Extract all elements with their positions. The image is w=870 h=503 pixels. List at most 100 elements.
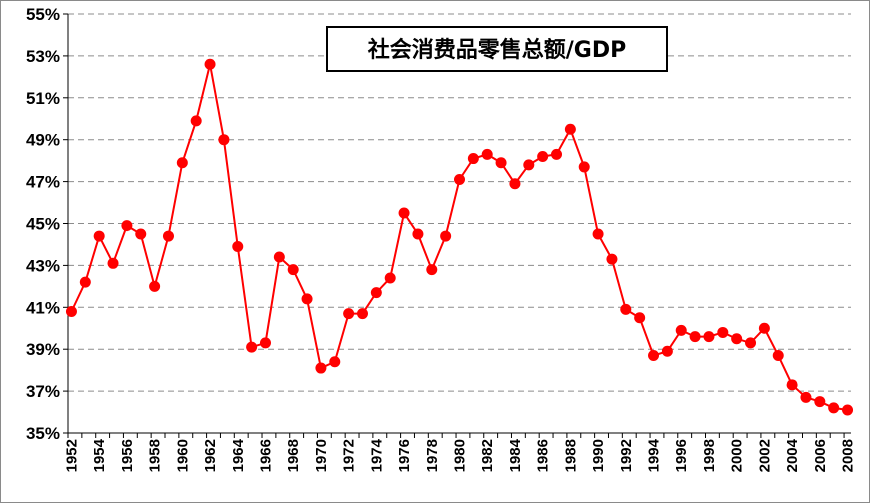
data-point <box>204 58 216 70</box>
data-point <box>758 322 770 334</box>
y-tick-label: 49% <box>26 131 60 150</box>
x-tick-label: 1982 <box>479 439 496 472</box>
y-tick-label: 47% <box>26 173 60 192</box>
x-tick-label: 2000 <box>729 439 746 472</box>
data-point <box>772 349 784 361</box>
data-point <box>661 345 673 357</box>
x-tick-label: 1990 <box>590 439 607 472</box>
data-point <box>495 157 507 169</box>
data-point <box>370 287 382 299</box>
y-tick-label: 37% <box>26 382 60 401</box>
x-tick-label: 2008 <box>840 439 857 472</box>
x-tick-label: 2004 <box>784 438 801 472</box>
y-tick-label: 41% <box>26 298 60 317</box>
data-point <box>592 228 604 240</box>
data-point <box>814 396 826 408</box>
x-tick-label: 1988 <box>562 439 579 472</box>
data-point <box>606 253 618 265</box>
x-tick-label: 1970 <box>313 439 330 472</box>
x-tick-label: 1956 <box>119 439 136 472</box>
y-tick-label: 51% <box>26 89 60 108</box>
data-point <box>509 178 521 190</box>
x-tick-label: 1994 <box>646 438 663 472</box>
data-point <box>93 230 105 242</box>
data-point <box>842 404 854 416</box>
data-point <box>218 134 230 146</box>
y-tick-label: 53% <box>26 47 60 66</box>
data-point <box>523 159 535 171</box>
x-tick-label: 1966 <box>257 439 274 472</box>
data-point <box>65 305 77 317</box>
data-point <box>481 148 493 160</box>
x-tick-label: 1952 <box>63 439 80 472</box>
data-point <box>578 161 590 173</box>
data-point <box>107 257 119 269</box>
data-point <box>648 349 660 361</box>
data-point <box>356 308 368 320</box>
y-tick-label: 39% <box>26 340 60 359</box>
data-point <box>398 207 410 219</box>
x-tick-label: 1974 <box>368 438 385 472</box>
data-point <box>634 312 646 324</box>
y-tick-label: 43% <box>26 256 60 275</box>
data-point <box>176 157 188 169</box>
x-tick-label: 1954 <box>91 438 108 472</box>
x-tick-label: 1996 <box>673 439 690 472</box>
data-point <box>703 331 715 343</box>
y-tick-label: 45% <box>26 215 60 234</box>
data-point <box>828 402 840 414</box>
data-point <box>745 337 757 349</box>
data-point <box>467 153 479 165</box>
x-tick-label: 1968 <box>285 439 302 472</box>
x-tick-label: 1980 <box>452 439 469 472</box>
data-point <box>384 272 396 284</box>
x-tick-label: 1960 <box>174 439 191 472</box>
chart-title-box: 社会消费品零售总额/GDP <box>326 26 668 72</box>
x-tick-label: 1984 <box>507 438 524 472</box>
data-point <box>79 276 91 288</box>
data-point <box>315 362 327 374</box>
data-point <box>412 228 424 240</box>
data-point <box>343 308 355 320</box>
data-point <box>717 326 729 338</box>
x-tick-label: 1972 <box>341 439 358 472</box>
y-tick-label: 55% <box>26 5 60 24</box>
series-group <box>65 58 854 416</box>
data-point <box>620 303 632 315</box>
data-point <box>135 228 147 240</box>
x-tick-label: 1978 <box>424 439 441 472</box>
title-border <box>326 26 668 72</box>
x-tick-label: 1976 <box>396 439 413 472</box>
data-point <box>259 337 271 349</box>
data-point <box>786 379 798 391</box>
data-point <box>287 264 299 276</box>
x-tick-label: 1962 <box>202 439 219 472</box>
x-axis-ticks: 1952 1954 1956 1958 1960 1962 1964 1966 1968 1970… <box>63 433 857 472</box>
data-point <box>162 230 174 242</box>
data-point <box>689 331 701 343</box>
data-point <box>800 391 812 403</box>
x-tick-label: 2006 <box>812 439 829 472</box>
x-tick-label: 1992 <box>618 439 635 472</box>
y-axis-ticks: 35% 37% 39% 41% 43% 45% 47% 49% 51% 53% 55% <box>26 5 68 443</box>
data-point <box>731 333 743 345</box>
data-point <box>537 150 549 162</box>
data-point <box>675 324 687 336</box>
x-tick-label: 1964 <box>230 438 247 472</box>
data-point <box>273 251 285 263</box>
data-point <box>564 123 576 135</box>
chart-title: 社会消费品零售总额/GDP <box>368 37 626 63</box>
data-point <box>329 356 341 368</box>
x-tick-label: 2002 <box>756 439 773 472</box>
data-point <box>149 280 161 292</box>
data-point <box>426 264 438 276</box>
x-tick-label: 1958 <box>147 439 164 472</box>
data-point <box>454 174 465 186</box>
data-point <box>121 220 133 232</box>
y-tick-label: 35% <box>26 424 60 443</box>
x-tick-label: 1998 <box>701 439 718 472</box>
data-point <box>190 115 202 127</box>
data-point <box>301 293 313 305</box>
